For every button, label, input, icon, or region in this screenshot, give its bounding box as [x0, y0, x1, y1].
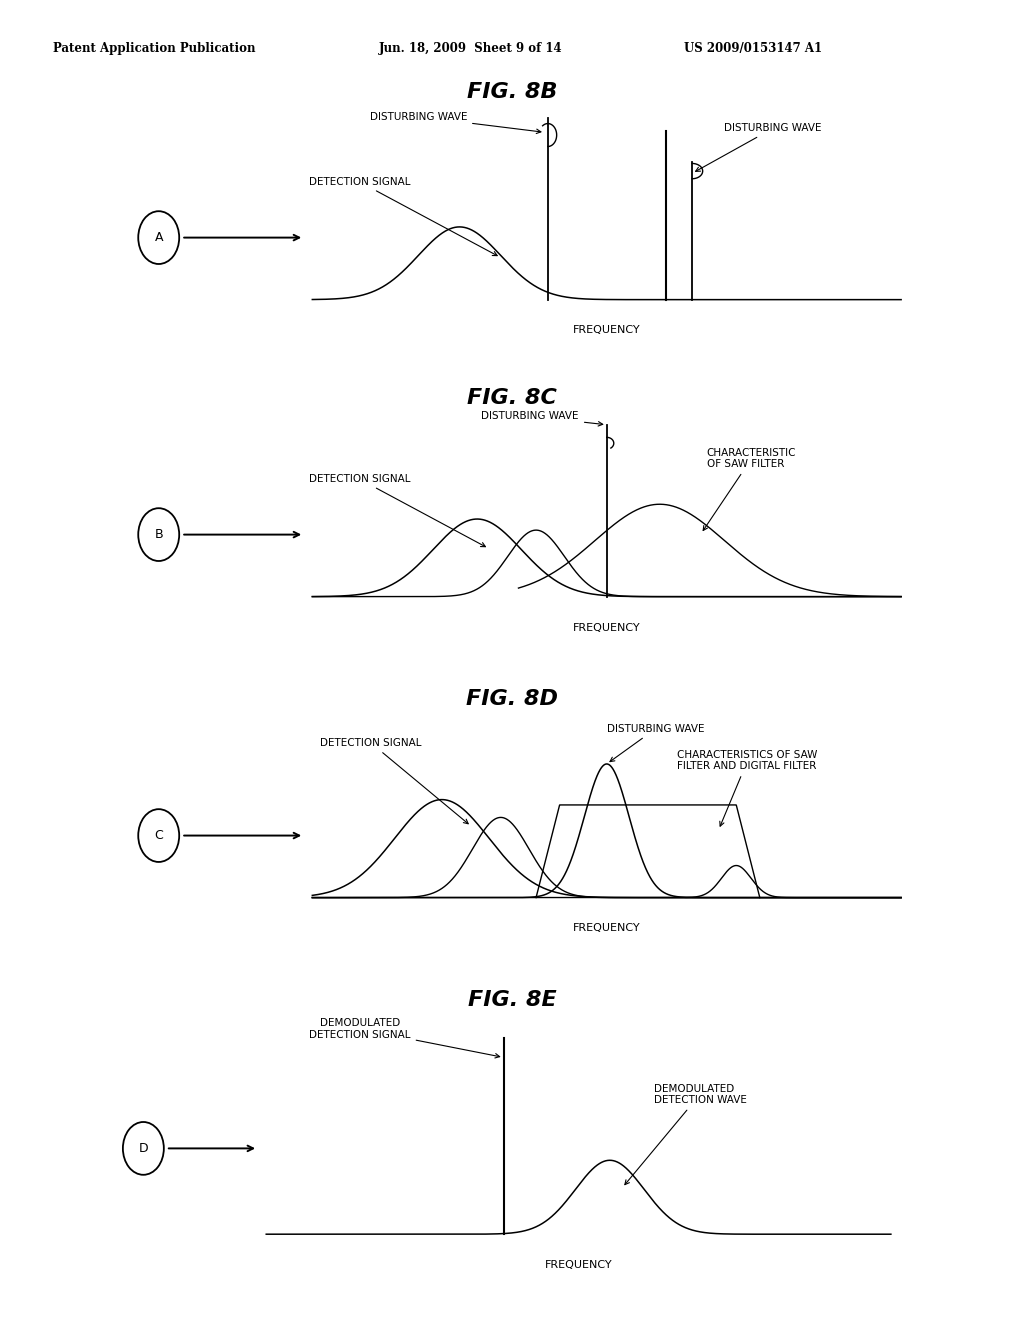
- Text: Patent Application Publication: Patent Application Publication: [53, 42, 256, 55]
- Text: DISTURBING WAVE: DISTURBING WAVE: [481, 412, 603, 426]
- Text: FREQUENCY: FREQUENCY: [572, 923, 641, 932]
- Text: FREQUENCY: FREQUENCY: [572, 325, 641, 334]
- Text: DISTURBING WAVE: DISTURBING WAVE: [606, 723, 705, 762]
- Text: C: C: [155, 829, 163, 842]
- Text: FIG. 8B: FIG. 8B: [467, 82, 557, 102]
- Text: CHARACTERISTIC
OF SAW FILTER: CHARACTERISTIC OF SAW FILTER: [703, 447, 797, 531]
- Text: FIG. 8E: FIG. 8E: [468, 990, 556, 1010]
- Text: DETECTION SIGNAL: DETECTION SIGNAL: [308, 177, 498, 256]
- Text: D: D: [138, 1142, 148, 1155]
- Text: Jun. 18, 2009  Sheet 9 of 14: Jun. 18, 2009 Sheet 9 of 14: [379, 42, 562, 55]
- Text: DISTURBING WAVE: DISTURBING WAVE: [370, 112, 541, 133]
- Text: DISTURBING WAVE: DISTURBING WAVE: [695, 123, 822, 172]
- Text: FREQUENCY: FREQUENCY: [545, 1259, 612, 1270]
- Text: A: A: [155, 231, 163, 244]
- Text: DETECTION SIGNAL: DETECTION SIGNAL: [321, 738, 468, 824]
- Text: US 2009/0153147 A1: US 2009/0153147 A1: [684, 42, 822, 55]
- Text: B: B: [155, 528, 163, 541]
- Text: DETECTION SIGNAL: DETECTION SIGNAL: [308, 474, 485, 546]
- Text: DEMODULATED
DETECTION WAVE: DEMODULATED DETECTION WAVE: [625, 1084, 746, 1184]
- Text: DEMODULATED
DETECTION SIGNAL: DEMODULATED DETECTION SIGNAL: [309, 1018, 500, 1057]
- Text: FIG. 8D: FIG. 8D: [466, 689, 558, 709]
- Text: CHARACTERISTICS OF SAW
FILTER AND DIGITAL FILTER: CHARACTERISTICS OF SAW FILTER AND DIGITA…: [678, 750, 818, 826]
- Text: FIG. 8C: FIG. 8C: [467, 388, 557, 408]
- Text: FREQUENCY: FREQUENCY: [572, 623, 641, 632]
